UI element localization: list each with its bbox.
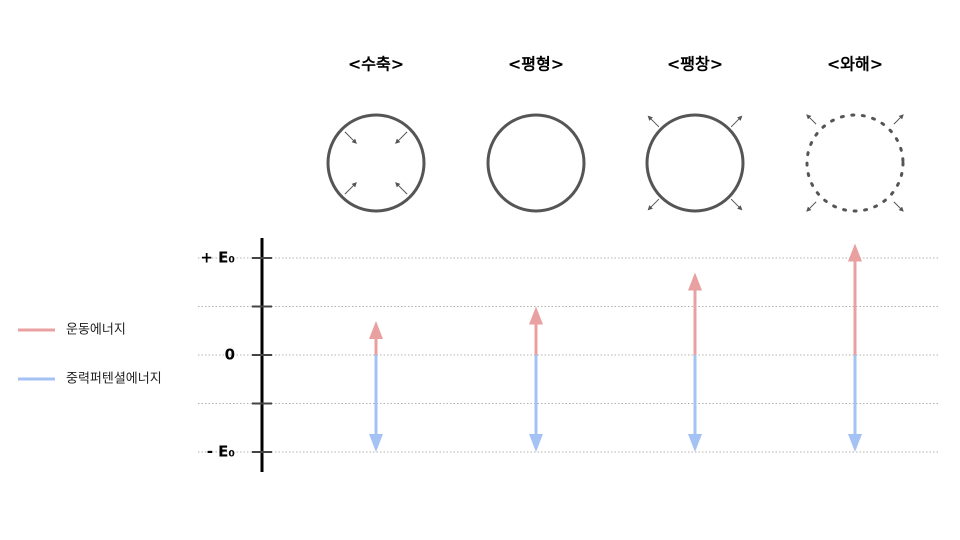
- potential-arrow: [848, 355, 862, 452]
- outward-arrow: [647, 198, 660, 211]
- stage-label: <와해>: [827, 55, 883, 74]
- potential-arrow-head: [369, 434, 383, 452]
- cloud: [645, 113, 745, 213]
- potential-arrow-head: [688, 434, 702, 452]
- legend-label: 중력퍼텐셜에너지: [66, 372, 162, 387]
- tick-label: + E₀: [200, 249, 235, 267]
- kinetic-arrow-head: [529, 306, 543, 325]
- potential-arrow-head: [848, 434, 862, 452]
- legend-label: 운동에너지: [66, 323, 126, 338]
- potential-arrow: [529, 355, 543, 452]
- outward-arrow: [730, 198, 743, 211]
- kinetic-arrow: [848, 243, 862, 355]
- outward-arrow: [647, 115, 660, 128]
- kinetic-arrow-head: [688, 272, 702, 291]
- outward-arrow: [893, 201, 904, 212]
- stage-label: <평형>: [508, 55, 564, 74]
- inward-arrow: [395, 182, 408, 195]
- stage-label: <수축>: [348, 55, 404, 74]
- stage-label: <팽창>: [667, 55, 723, 74]
- tick-label: 0: [225, 346, 235, 364]
- kinetic-arrow: [688, 272, 702, 355]
- kinetic-arrow-head: [848, 243, 862, 262]
- potential-arrow-head: [529, 434, 543, 452]
- outward-arrow: [893, 114, 904, 125]
- kinetic-arrow-head: [369, 321, 383, 340]
- inward-arrow: [344, 182, 357, 195]
- outward-arrow: [806, 201, 817, 212]
- outward-arrow: [730, 115, 743, 128]
- potential-arrow: [369, 355, 383, 452]
- potential-arrow: [688, 355, 702, 452]
- kinetic-arrow: [529, 306, 543, 355]
- kinetic-arrow: [369, 321, 383, 355]
- inward-arrow: [344, 131, 357, 144]
- cloud: [326, 113, 426, 213]
- cloud: [805, 113, 905, 213]
- outward-arrow: [806, 114, 817, 125]
- inward-arrow: [395, 131, 408, 144]
- cloud: [486, 113, 586, 213]
- tick-label: - E₀: [207, 443, 235, 461]
